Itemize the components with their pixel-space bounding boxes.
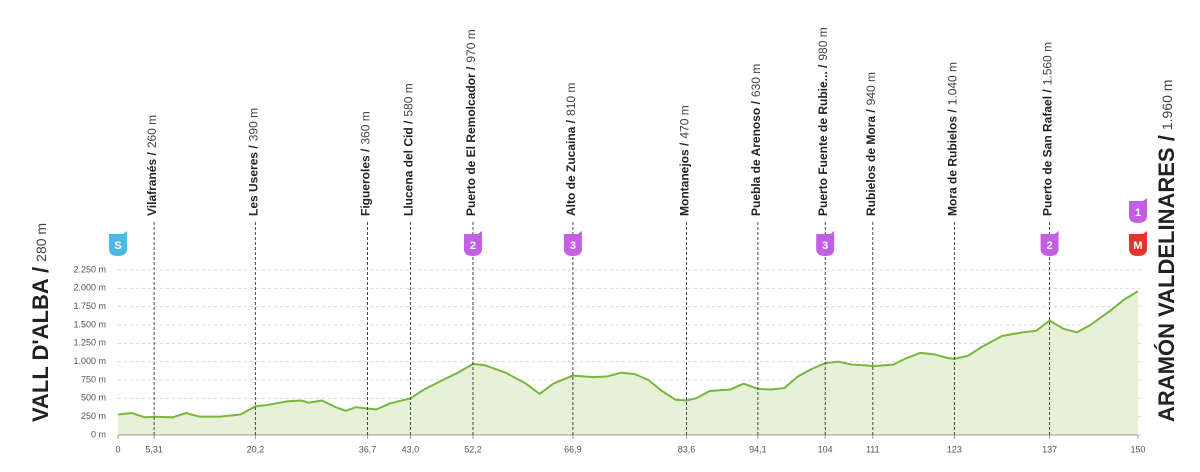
badge xyxy=(109,231,127,256)
waypoint-name: Alto de Zucaina / xyxy=(564,119,578,216)
elevation-area xyxy=(118,291,1138,435)
elevation-line xyxy=(117,290,1139,419)
waypoint-name: Les Useres / xyxy=(247,145,261,216)
badge xyxy=(463,231,482,256)
x-tick-label: 104 xyxy=(818,444,833,454)
x-tick-label: 20,2 xyxy=(247,444,265,454)
waypoint-name: Puebla de Arenoso / xyxy=(749,100,763,216)
waypoint-label: Montanejos / 470 m xyxy=(678,105,692,216)
y-tick-label: 1.750 m xyxy=(73,301,106,311)
waypoint-name: Rubielos de Mora / xyxy=(864,109,878,216)
badge-text: S xyxy=(114,240,121,252)
waypoint-label: Les Useres / 390 m xyxy=(247,108,261,216)
y-tick-label: 2.250 m xyxy=(73,264,106,274)
waypoint-label: Llucena del Cid / 580 m xyxy=(402,83,416,216)
waypoint-label: Rubielos de Mora / 940 m xyxy=(864,72,878,216)
waypoint-name: Figueroles / xyxy=(359,148,373,216)
badge xyxy=(816,231,835,256)
waypoint-name: Puerto de El Remolcador / xyxy=(464,66,478,216)
finish-name: ARAMÓN VALDELINARES / xyxy=(1154,135,1179,422)
badge-text: M xyxy=(1133,240,1142,252)
waypoint-elevation: 940 m xyxy=(864,72,878,105)
y-tick-label: 750 m xyxy=(81,374,106,384)
x-tick-label: 36,7 xyxy=(359,444,377,454)
waypoint-name: Puerto Fuente de Rubie... / xyxy=(816,64,830,216)
x-tick-label: 111 xyxy=(866,444,880,454)
y-tick-label: 1.250 m xyxy=(73,338,106,348)
waypoint-label: Vilafranés / 260 m xyxy=(145,115,159,216)
waypoint-label: Alto de Zucaina / 810 m xyxy=(564,83,578,216)
waypoint-elevation: 390 m xyxy=(247,108,261,141)
finish-elevation: 1.960 m xyxy=(1159,80,1175,131)
y-tick-label: 250 m xyxy=(81,411,106,421)
waypoint-label: Puerto de San Rafael / 1.560 m xyxy=(1041,42,1055,216)
finish-label: ARAMÓN VALDELINARES / 1.960 m xyxy=(1154,80,1179,422)
waypoint-elevation: 470 m xyxy=(678,105,692,138)
badge xyxy=(563,231,582,256)
waypoint-elevation: 580 m xyxy=(402,83,416,116)
waypoint-name: Puerto de San Rafael / xyxy=(1041,89,1055,216)
y-tick-label: 0 m xyxy=(91,429,106,439)
waypoint-name: Montanejos / xyxy=(678,142,692,216)
waypoint-label: Puerto de El Remolcador / 970 m xyxy=(464,29,478,216)
waypoint-label: Mora de Rubielos / 1.040 m xyxy=(946,62,960,216)
badge xyxy=(1040,231,1059,256)
x-tick-label: 94,1 xyxy=(749,444,767,454)
start-elevation: 280 m xyxy=(33,223,49,262)
waypoint-label: Puebla de Arenoso / 630 m xyxy=(749,64,763,216)
x-tick-label: 137 xyxy=(1042,444,1057,454)
badge-text: 3 xyxy=(822,240,828,252)
waypoint-name: Llucena del Cid / xyxy=(402,120,416,216)
waypoint-name: Mora de Rubielos / xyxy=(946,109,960,216)
badge xyxy=(1129,198,1147,223)
badge-text: 3 xyxy=(570,240,576,252)
waypoint-label: Figueroles / 360 m xyxy=(359,111,373,216)
badge xyxy=(1129,231,1147,256)
waypoint-name: Vilafranés / xyxy=(145,152,159,216)
x-tick-label: 52,2 xyxy=(464,444,482,454)
x-tick-label: 123 xyxy=(947,444,962,454)
x-tick-label: 83,6 xyxy=(678,444,696,454)
y-tick-label: 1.500 m xyxy=(73,319,106,329)
badge-text: 2 xyxy=(470,240,476,252)
start-name: VALL D'ALBA / xyxy=(28,267,53,422)
y-tick-label: 500 m xyxy=(81,393,106,403)
x-tick-label: 150 xyxy=(1130,444,1145,454)
x-tick-label: 43,0 xyxy=(402,444,420,454)
x-tick-label: 5,31 xyxy=(145,444,163,454)
waypoint-elevation: 1.040 m xyxy=(946,62,960,105)
waypoint-label: Puerto Fuente de Rubie... / 980 m xyxy=(816,27,830,216)
waypoint-elevation: 1.560 m xyxy=(1041,42,1055,85)
badge-text: 1 xyxy=(1135,207,1141,219)
waypoint-elevation: 260 m xyxy=(145,115,159,148)
waypoint-elevation: 360 m xyxy=(359,111,373,144)
x-tick-label: 0 xyxy=(115,444,120,454)
waypoint-elevation: 980 m xyxy=(816,27,830,60)
y-tick-label: 2.000 m xyxy=(73,283,106,293)
waypoint-elevation: 810 m xyxy=(564,83,578,116)
badge-text: 2 xyxy=(1047,240,1053,252)
waypoint-elevation: 970 m xyxy=(464,29,478,62)
waypoint-elevation: 630 m xyxy=(749,64,763,97)
x-tick-label: 66,9 xyxy=(564,444,582,454)
start-label: VALL D'ALBA / 280 m xyxy=(28,223,53,422)
y-tick-label: 1.000 m xyxy=(73,356,106,366)
